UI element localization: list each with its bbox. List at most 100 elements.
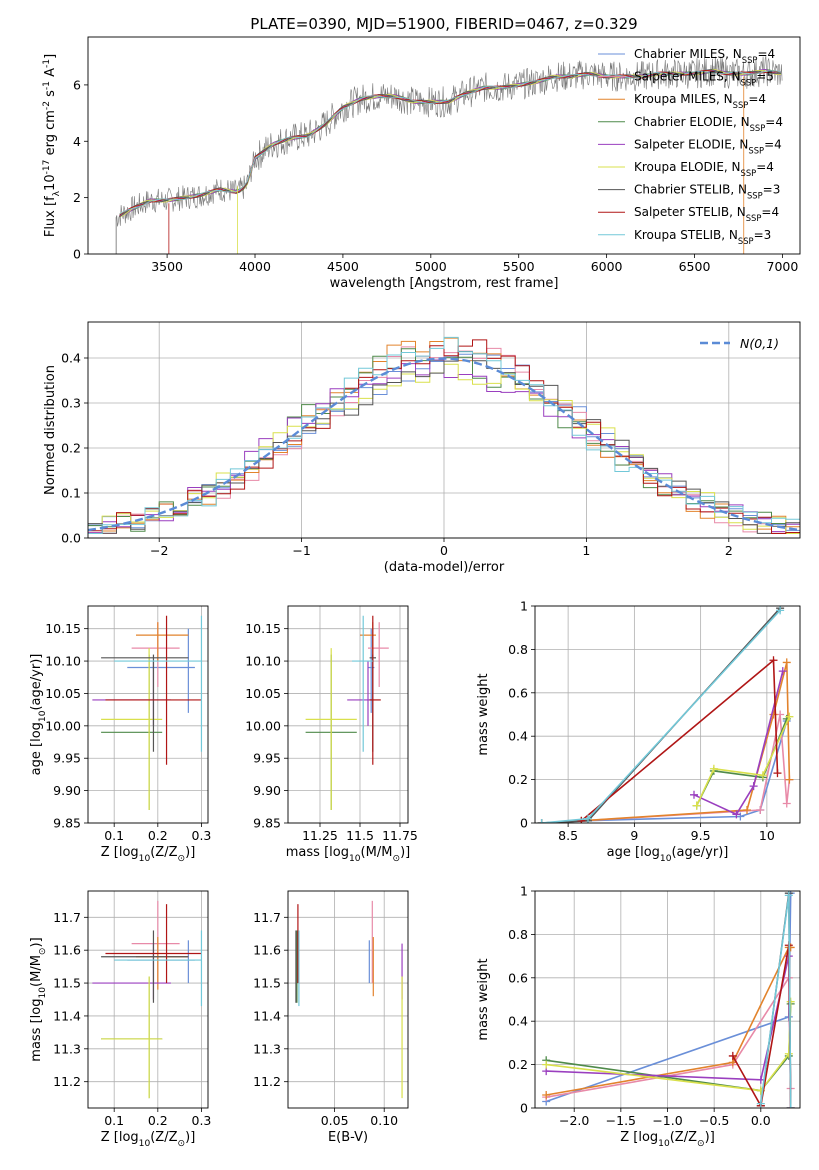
mass-weight-marker-salpeter_elodie <box>732 810 741 819</box>
x-tick-label: 6000 <box>591 259 623 274</box>
y-tick-label: 9.85 <box>253 816 281 831</box>
x-tick-label: 0.05 <box>321 1113 349 1128</box>
mass-weight-marker-kroupa_miles <box>785 775 794 784</box>
y-tick-label: 9.85 <box>53 816 81 831</box>
legend-entry: N(0,1) <box>740 336 779 351</box>
legend-entry: Salpeter STELIB, NSSP=4 <box>634 205 779 223</box>
x-tick-label: 0.1 <box>104 1113 124 1128</box>
mass-weight-line-salpeter_stelib <box>580 658 779 822</box>
x-axis-label: (data-model)/error <box>384 560 505 575</box>
spectrum-panel: 3500 4000 4500 5000 5500 6000 6500 7000 0 2 4 6 wave… <box>42 36 801 291</box>
mass-weight-line-chabrier_stelib <box>541 607 781 823</box>
x-tick-label: −1 <box>292 543 310 558</box>
y-tick-label: 11.7 <box>253 910 281 925</box>
mass-weight-marker-kroupa_elodie <box>692 801 701 810</box>
y-axis-label: Flux [fλ10-17 erg cm-2 s-1 A-1] <box>42 54 62 237</box>
x-tick-label: −2.0 <box>559 1113 589 1128</box>
mass-weight-marker-salpeter_elodie <box>690 790 698 799</box>
axes-frame <box>87 605 209 824</box>
x-tick-label: 10 <box>759 828 775 843</box>
legend-entry: Chabrier STELIB, NSSP=3 <box>634 183 780 201</box>
x-tick-label: 5000 <box>415 259 447 274</box>
y-tick-label: 10.10 <box>245 654 281 669</box>
mass-weight-marker-salpeter_miles <box>782 799 791 808</box>
mass-weight-line-chabrier_elodie <box>695 718 788 806</box>
axes-frame <box>534 890 801 1109</box>
y-tick-label: 2 <box>73 190 81 205</box>
y-tick-label: 0 <box>520 816 528 831</box>
y-tick-label: 6 <box>73 77 81 92</box>
mass-weight-marker-kroupa_miles <box>743 805 751 814</box>
y-tick-label: 10.15 <box>245 621 281 636</box>
mass-weight-line-kroupa_stelib <box>760 895 792 1108</box>
y-tick-label: 9.95 <box>53 751 81 766</box>
legend-entry: Chabrier MILES, NSSP=4 <box>634 47 775 65</box>
mass-weight-marker-kroupa_stelib <box>537 819 546 823</box>
y-tick-label: 11.6 <box>253 943 281 958</box>
legend-entry: Kroupa STELIB, NSSP=3 <box>634 228 771 246</box>
axes-frame <box>287 605 409 824</box>
x-axis-label: E(B-V) <box>328 1130 368 1145</box>
axes-frame <box>287 890 409 1109</box>
y-tick-label: 10.00 <box>45 718 81 733</box>
y-tick-label: 0.4 <box>508 1014 528 1029</box>
histogram-chabrier_stelib <box>88 351 800 534</box>
y-tick-label: 11.3 <box>53 1041 81 1056</box>
y-tick-label: 1 <box>520 884 528 899</box>
age-vs-metallicity-panel: 0.1 0.2 0.3 9.85 9.90 9.95 10.00 10.05 10.10 10.1… <box>29 605 211 864</box>
massweight-vs-metallicity-panel: −2.0 −1.5 −1.0 −0.5 0.0 0 0.2 0.4 0.6 0.8 1 Z [log1… <box>476 884 801 1149</box>
y-axis-label: Normed distribution <box>43 365 58 495</box>
mass-weight-marker-salpeter_stelib <box>773 769 782 778</box>
x-tick-label: 0.3 <box>192 1113 212 1128</box>
mass-weight-marker-salpeter_stelib <box>769 656 778 665</box>
x-tick-label: 0.10 <box>370 1113 398 1128</box>
y-tick-label: 0.3 <box>61 396 81 411</box>
mass-weight-marker-kroupa_elodie <box>542 1060 551 1069</box>
mass-weight-marker-kroupa_stelib <box>786 1104 795 1108</box>
legend-entry: Chabrier ELODIE, NSSP=4 <box>634 115 783 133</box>
y-tick-label: 0.0 <box>61 531 81 546</box>
y-tick-label: 10.10 <box>45 654 81 669</box>
massweight-vs-age-panel: 8.5 9 9.5 10 0 0.2 0.4 0.6 0.8 1 age [log10(age/yr… <box>476 599 801 864</box>
y-tick-label: 0.8 <box>508 927 528 942</box>
y-tick-label: 11.5 <box>253 976 281 991</box>
x-tick-label: 0.2 <box>148 828 168 843</box>
model-spectrum-chabrier_stelib <box>119 68 782 218</box>
x-tick-label: −0.5 <box>699 1113 729 1128</box>
mass-weight-marker-salpeter_miles <box>756 805 765 814</box>
mass-weight-marker-salpeter_stelib <box>577 816 586 823</box>
mass-weight-line-kroupa_stelib <box>541 609 781 823</box>
y-axis-label: mass weight <box>476 958 491 1040</box>
residuals-panel: −2 −1 0 1 2 0.0 0.1 0.2 0.3 0.4 (data-model)/error… <box>43 321 801 575</box>
x-tick-label: 11.75 <box>382 828 418 843</box>
y-tick-label: 11.2 <box>253 1074 281 1089</box>
mass-weight-marker-kroupa_stelib <box>784 891 793 900</box>
legend-entry: Kroupa MILES, NSSP=4 <box>634 92 766 110</box>
axes-frame <box>87 321 801 539</box>
x-axis-label: Z [log10(Z/Z⊙)] <box>101 845 196 864</box>
x-tick-label: 0 <box>440 543 448 558</box>
x-tick-label: −1.0 <box>652 1113 682 1128</box>
y-tick-label: 0.4 <box>508 729 528 744</box>
x-tick-label: 6500 <box>679 259 711 274</box>
mass-weight-marker-kroupa_miles <box>782 658 791 667</box>
mass-weight-line-chabrier_miles <box>545 893 792 1103</box>
y-tick-label: 11.6 <box>53 943 81 958</box>
mass-weight-marker-salpeter_stelib <box>728 1051 737 1060</box>
histogram-kroupa_stelib <box>88 336 800 534</box>
y-tick-label: 4 <box>73 134 81 149</box>
y-tick-label: 11.3 <box>253 1041 281 1056</box>
x-axis-label: mass [log10(M/M⊙)] <box>286 845 410 864</box>
y-tick-label: 0.6 <box>508 685 528 700</box>
mass-weight-line-salpeter_miles <box>541 714 791 823</box>
y-tick-label: 11.4 <box>253 1008 281 1023</box>
model-spectrum-kroupa_stelib <box>119 70 782 215</box>
x-tick-label: 8.5 <box>558 828 578 843</box>
histogram-salpeter_stelib <box>88 339 800 534</box>
y-axis-label: mass weight <box>476 673 491 755</box>
x-tick-label: 4000 <box>239 259 271 274</box>
mass-weight-marker-kroupa_elodie <box>709 764 718 773</box>
y-axis-label: age [log10(age/yr)] <box>29 654 48 776</box>
mass-weight-marker-kroupa_stelib <box>776 606 785 615</box>
y-tick-label: 10.15 <box>45 621 81 636</box>
